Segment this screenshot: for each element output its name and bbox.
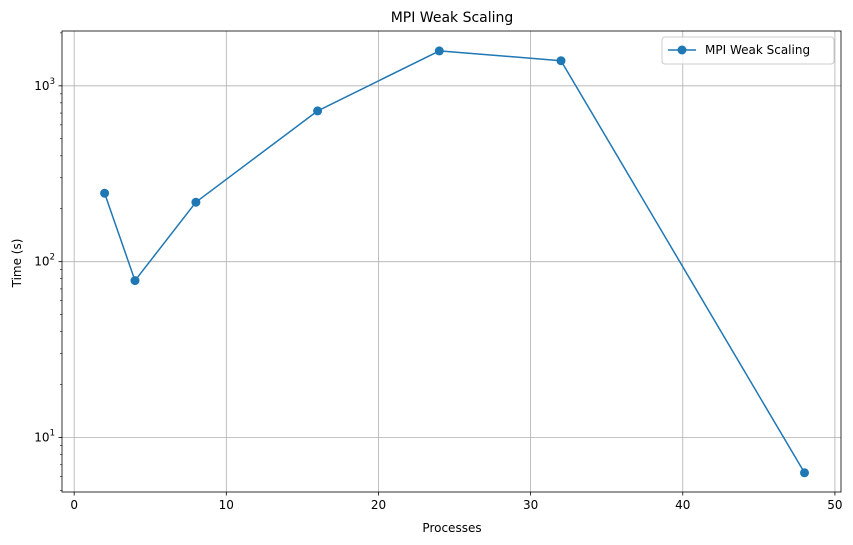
data-point	[191, 197, 201, 207]
data-point	[800, 468, 809, 478]
legend-box	[661, 36, 835, 65]
data-point	[313, 106, 323, 116]
legend-marker-sample	[677, 45, 687, 55]
chart-title: MPI Weak Scaling	[391, 10, 514, 26]
x-tick-label: 10	[219, 498, 234, 512]
x-tick-label: 30	[523, 498, 538, 512]
data-point	[100, 188, 110, 198]
x-tick-label: 20	[371, 498, 386, 512]
x-tick-label: 50	[827, 498, 842, 512]
legend-entry: MPI Weak Scaling	[705, 43, 810, 57]
y-tick-label: 101	[34, 429, 55, 445]
y-tick-label: 102	[34, 253, 55, 269]
grid	[62, 31, 841, 492]
y-axis-label: Time (s)	[10, 239, 24, 289]
x-axis-label: Processes	[422, 521, 481, 535]
x-axis-ticks: 0 10 20 30 40 50	[70, 492, 843, 512]
y-tick-label: 103	[34, 77, 55, 93]
legend: MPI Weak Scaling	[661, 36, 835, 65]
data-point	[434, 46, 444, 56]
x-tick-label: 0	[70, 498, 78, 512]
y-axis-ticks: 101 102 103	[34, 32, 62, 491]
data-point	[130, 276, 140, 286]
x-tick-label: 40	[675, 498, 690, 512]
series-layer	[100, 46, 809, 478]
data-point	[556, 56, 566, 66]
